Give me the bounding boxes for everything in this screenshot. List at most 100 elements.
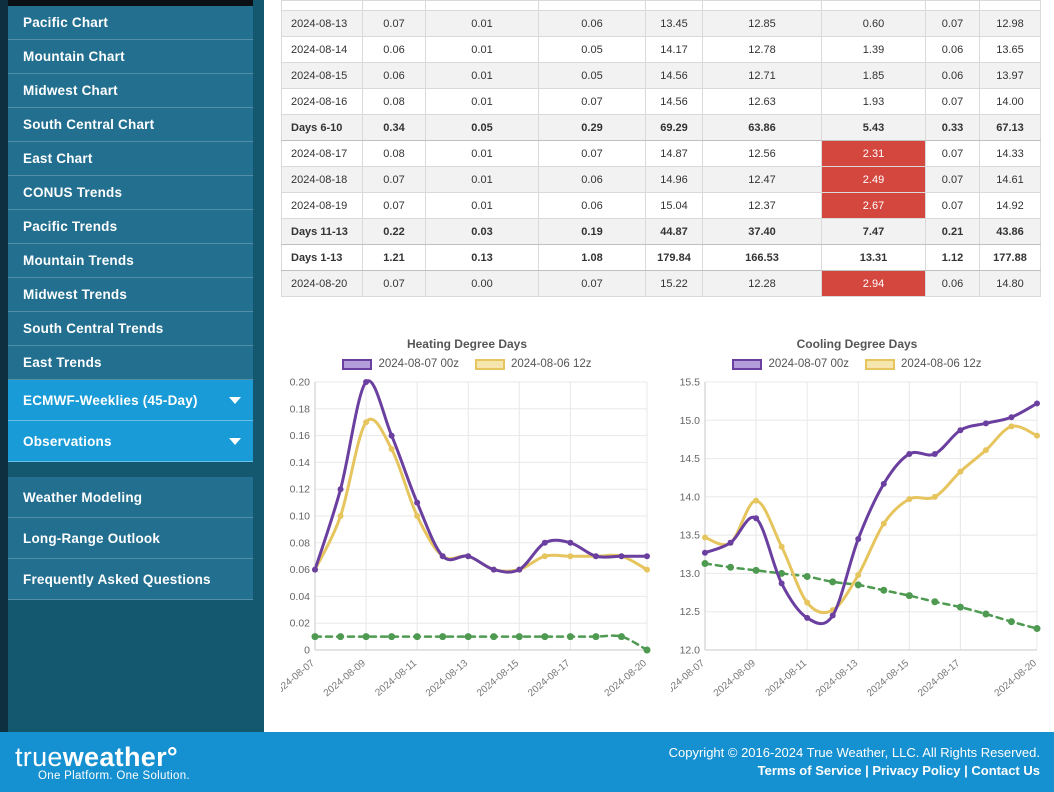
copyright-text: Copyright © 2016-2024 True Weather, LLC.… <box>668 745 1040 760</box>
table-cell-value: 0.34 <box>362 114 426 141</box>
sidebar-item-pacific-chart[interactable]: Pacific Chart <box>8 6 253 40</box>
table-cell-value: 0.01 <box>425 166 539 193</box>
table-cell-value: 0.19 <box>538 218 646 245</box>
sidebar-top-cutoff-item <box>8 0 253 6</box>
data-point-marker <box>931 598 939 606</box>
sidebar-item-label: South Central Chart <box>23 117 155 132</box>
data-point-marker <box>956 603 964 611</box>
table-row-2024-08-17: 2024-08-17 0.08 0.01 0.07 14.87 12.56 2.31 0.07… <box>281 140 1041 167</box>
sidebar-item-east-chart[interactable]: East Chart <box>8 142 253 176</box>
table-cell-value: 0.07 <box>925 166 980 193</box>
privacy-policy-link[interactable]: Privacy Policy <box>872 763 961 778</box>
sidebar-item-label: Mountain Trends <box>23 253 134 268</box>
data-point-marker <box>567 553 574 560</box>
table-cell-value: 15.22 <box>645 270 703 297</box>
sidebar-item-label: Midwest Trends <box>23 287 128 302</box>
table-cell-value: 0.06 <box>362 36 426 63</box>
table-cell-value: 1.21 <box>362 244 426 271</box>
chevron-down-icon <box>229 396 241 404</box>
cooling-degree-days-chart: 12.0 12.5 13.0 13.5 14.0 14.5 15.0 15.5 2024-08-… <box>661 377 1041 700</box>
terms-of-service-link[interactable]: Terms of Service <box>757 763 862 778</box>
table-cell-value: 0.07 <box>538 88 646 115</box>
table-cell-value: 0.07 <box>925 88 980 115</box>
table-cell-value: 0.00 <box>425 270 539 297</box>
data-point-marker <box>778 580 785 587</box>
data-point-marker <box>880 480 887 487</box>
sidebar: Pacific Chart Mountain Chart Midwest Chart… <box>0 0 264 732</box>
table-cell-value: 0.21 <box>925 218 980 245</box>
sidebar-item-mountain-trends[interactable]: Mountain Trends <box>8 244 253 278</box>
sidebar-item-observations[interactable]: Observations <box>8 421 253 462</box>
table-cell-value: 1.39 <box>821 36 926 63</box>
sidebar-item-midwest-chart[interactable]: Midwest Chart <box>8 74 253 108</box>
data-point-marker <box>1033 625 1041 633</box>
data-point-marker <box>490 566 497 573</box>
table-row-days-11-13: Days 11-13 0.22 0.03 0.19 44.87 37.40 7.47 0.21… <box>281 218 1041 245</box>
sidebar-item-east-trends[interactable]: East Trends <box>8 346 253 380</box>
svg-text:2024-08-20: 2024-08-20 <box>603 658 650 700</box>
data-point-marker <box>752 566 760 574</box>
sidebar-item-label: Long-Range Outlook <box>23 530 161 546</box>
svg-text:13.5: 13.5 <box>680 530 701 542</box>
table-cell-value: 0.08 <box>362 88 426 115</box>
contact-us-link[interactable]: Contact Us <box>971 763 1040 778</box>
data-point-marker <box>855 535 862 542</box>
sidebar-item-label: Frequently Asked Questions <box>23 571 211 587</box>
sidebar-item-south-central-chart[interactable]: South Central Chart <box>8 108 253 142</box>
data-point-marker <box>311 633 319 641</box>
table-cell-value: 12.63 <box>702 88 822 115</box>
table-cell-value: 2.49 <box>821 166 926 193</box>
sidebar-item-conus-trends[interactable]: CONUS Trends <box>8 176 253 210</box>
sidebar-item-frequently-asked-questions[interactable]: Frequently Asked Questions <box>8 559 253 600</box>
svg-text:2024-08-11: 2024-08-11 <box>763 658 809 699</box>
sidebar-item-south-central-trends[interactable]: South Central Trends <box>8 312 253 346</box>
sidebar-item-ecmwf-weeklies-45-day[interactable]: ECMWF-Weeklies (45-Day) <box>8 380 253 421</box>
legend-item-2024-08-06-12z[interactable]: 2024-08-06 12z <box>865 358 982 370</box>
sidebar-item-label: Weather Modeling <box>23 489 143 505</box>
data-point-marker <box>701 559 709 567</box>
table-cell-value: 0.06 <box>925 62 980 89</box>
legend-item-2024-08-07-00z[interactable]: 2024-08-07 00z <box>732 358 849 370</box>
sidebar-item-midwest-trends[interactable]: Midwest Trends <box>8 278 253 312</box>
sidebar-item-mountain-chart[interactable]: Mountain Chart <box>8 40 253 74</box>
data-point-marker <box>804 614 811 621</box>
data-point-marker <box>439 633 447 641</box>
chart-legend-cooling: 2024-08-07 00z 2024-08-06 12z <box>671 358 1043 370</box>
trueweather-logo: trueweather° <box>15 743 190 771</box>
table-cell-value <box>425 0 539 11</box>
table-cell-value: 1.93 <box>821 88 926 115</box>
sidebar-item-pacific-trends[interactable]: Pacific Trends <box>8 210 253 244</box>
data-point-marker <box>618 553 625 560</box>
table-cell-value: 7.47 <box>821 218 926 245</box>
table-cell-value: 0.01 <box>425 10 539 37</box>
table-cell-value: 15.04 <box>645 192 703 219</box>
data-point-marker <box>982 610 990 618</box>
data-point-marker <box>337 513 344 519</box>
data-point-marker <box>702 549 708 556</box>
data-point-marker <box>464 633 472 641</box>
svg-text:2024-08-20: 2024-08-20 <box>993 658 1040 700</box>
table-cell-value: 0.07 <box>362 192 426 219</box>
sidebar-nav-expandable: ECMWF-Weeklies (45-Day) Observations <box>8 380 253 462</box>
table-cell-value: 179.84 <box>645 244 703 271</box>
legend-item-2024-08-06-12z[interactable]: 2024-08-06 12z <box>475 358 592 370</box>
table-cell-value: 0.06 <box>925 270 980 297</box>
legend-item-2024-08-07-00z[interactable]: 2024-08-07 00z <box>342 358 459 370</box>
table-cell-date: 2024-08-13 <box>281 10 363 37</box>
data-point-marker <box>643 646 651 654</box>
table-cell-value: 0.05 <box>538 36 646 63</box>
chart-legend-heating: 2024-08-07 00z 2024-08-06 12z <box>281 358 653 370</box>
svg-text:0.10: 0.10 <box>290 511 311 523</box>
table-cell-date: 2024-08-19 <box>281 192 363 219</box>
data-point-marker <box>439 553 446 560</box>
svg-text:0.14: 0.14 <box>290 457 311 469</box>
sidebar-item-weather-modeling[interactable]: Weather Modeling <box>8 477 253 518</box>
svg-text:0.02: 0.02 <box>290 618 311 630</box>
sidebar-item-long-range-outlook[interactable]: Long-Range Outlook <box>8 518 253 559</box>
table-cell-value: 63.86 <box>702 114 822 141</box>
table-cell-value: 0.05 <box>425 114 539 141</box>
data-point-marker <box>592 553 599 560</box>
sidebar-item-label: South Central Trends <box>23 321 164 336</box>
link-separator: | <box>861 763 873 778</box>
table-row-2024-08-15: 2024-08-15 0.06 0.01 0.05 14.56 12.71 1.85 0.06… <box>281 62 1041 89</box>
